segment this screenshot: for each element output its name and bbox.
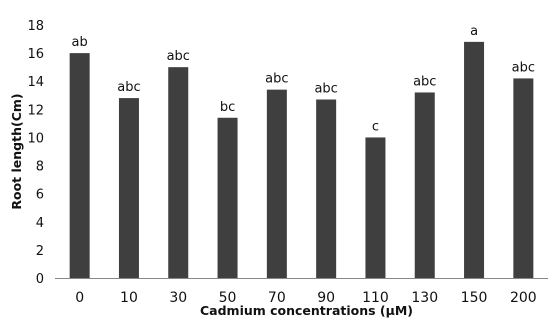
bar — [168, 67, 189, 279]
bar — [513, 78, 534, 279]
x-tick-label: 70 — [268, 290, 286, 306]
y-tick-label: 16 — [27, 47, 44, 62]
x-axis-ticks: 0 10 30 50 70 90 110 130 150 200 — [75, 290, 537, 306]
y-tick-label: 0 — [36, 272, 44, 287]
y-tick-label: 14 — [27, 75, 44, 90]
bar — [69, 53, 90, 278]
x-tick-label: 150 — [461, 290, 488, 306]
bar — [414, 92, 435, 278]
x-tick-label: 30 — [169, 290, 187, 306]
x-tick-label: 50 — [219, 290, 237, 306]
bar — [217, 117, 238, 279]
bar — [316, 99, 337, 278]
y-tick-label: 10 — [27, 131, 44, 146]
bar-significance-label: abc — [265, 72, 288, 87]
bar — [118, 98, 139, 278]
bar-significance-label: abc — [413, 74, 436, 89]
x-tick-label: 110 — [362, 290, 389, 306]
bar — [464, 41, 485, 278]
y-tick-label: 6 — [36, 188, 44, 203]
y-axis-title: Root length(Cm) — [9, 93, 24, 209]
bar — [266, 89, 287, 279]
bar-labels-group: ab abc abc bc abc abc c abc a abc — [72, 24, 535, 135]
bar-significance-label: abc — [512, 60, 535, 75]
bar-significance-label: ab — [72, 35, 88, 50]
x-tick-label: 0 — [75, 290, 84, 306]
bars-group — [69, 41, 534, 279]
bar-significance-label: abc — [314, 81, 337, 96]
bar-significance-label: abc — [117, 80, 140, 95]
y-tick-label: 18 — [27, 19, 44, 34]
y-axis-ticks: 0 2 4 6 8 10 12 14 16 18 — [27, 19, 44, 287]
x-tick-label: 200 — [510, 290, 537, 306]
bar-significance-label: bc — [220, 100, 235, 115]
y-tick-label: 2 — [36, 244, 44, 259]
x-tick-label: 90 — [317, 290, 335, 306]
x-tick-label: 130 — [411, 290, 438, 306]
bar-significance-label: c — [372, 119, 379, 134]
x-axis-title: Cadmium concentrations (μM) — [200, 303, 413, 318]
y-tick-label: 12 — [27, 103, 44, 118]
bar — [365, 137, 386, 278]
bar-significance-label: a — [470, 24, 478, 39]
y-tick-label: 8 — [36, 160, 44, 175]
x-tick-label: 10 — [120, 290, 138, 306]
bar-significance-label: abc — [167, 49, 190, 64]
y-tick-label: 4 — [36, 216, 44, 231]
